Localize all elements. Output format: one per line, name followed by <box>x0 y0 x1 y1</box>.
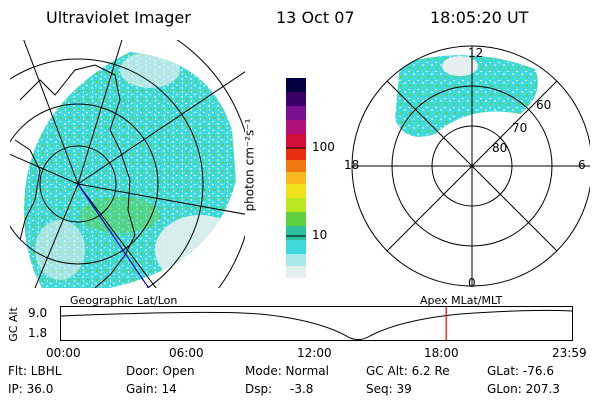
altitude-ylabel: GC Alt <box>6 307 20 342</box>
polar-mlat-mlt-panel <box>351 45 590 287</box>
mlt-label-18: 18 <box>344 158 360 172</box>
observation-time: 18:05:20 UT <box>430 8 529 27</box>
colorbar-label: photon cm⁻²s⁻¹ <box>242 118 257 212</box>
xtick-1800: 18:00 <box>424 346 459 360</box>
observation-date: 13 Oct 07 <box>276 8 355 27</box>
geographic-image-panel <box>10 40 245 288</box>
xtick-0600: 06:00 <box>169 346 204 360</box>
mlt-label-12: 12 <box>468 46 484 60</box>
mlat-label-70: 70 <box>512 121 528 135</box>
xtick-1200: 12:00 <box>297 346 332 360</box>
altitude-ymin: 1.8 <box>28 326 48 340</box>
mlt-label-0: 0 <box>468 276 476 290</box>
colorbar-tick-10: 10 <box>312 228 328 242</box>
info-gcalt: GC Alt: 6.2 Re <box>366 364 450 378</box>
info-glat: GLat: -76.6 <box>487 364 554 378</box>
colorbar-tick-100: 100 <box>312 140 335 154</box>
info-mode: Mode: Normal <box>245 364 329 378</box>
xtick-2359: 23:59 <box>552 346 587 360</box>
info-gain: Gain: 14 <box>126 382 177 396</box>
mlat-label-60: 60 <box>536 98 552 112</box>
info-dsp-value: -3.8 <box>290 382 314 396</box>
apex-caption: Apex MLat/MLT <box>420 294 503 307</box>
info-door: Door: Open <box>126 364 195 378</box>
altitude-plot <box>60 306 573 341</box>
info-ip: IP: 36.0 <box>8 382 54 396</box>
instrument-title: Ultraviolet Imager <box>46 8 191 27</box>
altitude-ymax: 9.0 <box>28 306 48 320</box>
colorbar <box>286 78 306 278</box>
mlt-label-6: 6 <box>578 158 586 172</box>
geographic-caption: Geographic Lat/Lon <box>70 294 178 307</box>
info-flt: Flt: LBHL <box>8 364 62 378</box>
info-glon: GLon: 207.3 <box>487 382 560 396</box>
info-dsp-label: Dsp: <box>245 382 273 396</box>
xtick-0000: 00:00 <box>46 346 81 360</box>
mlat-label-80: 80 <box>492 141 508 155</box>
info-seq: Seq: 39 <box>366 382 412 396</box>
